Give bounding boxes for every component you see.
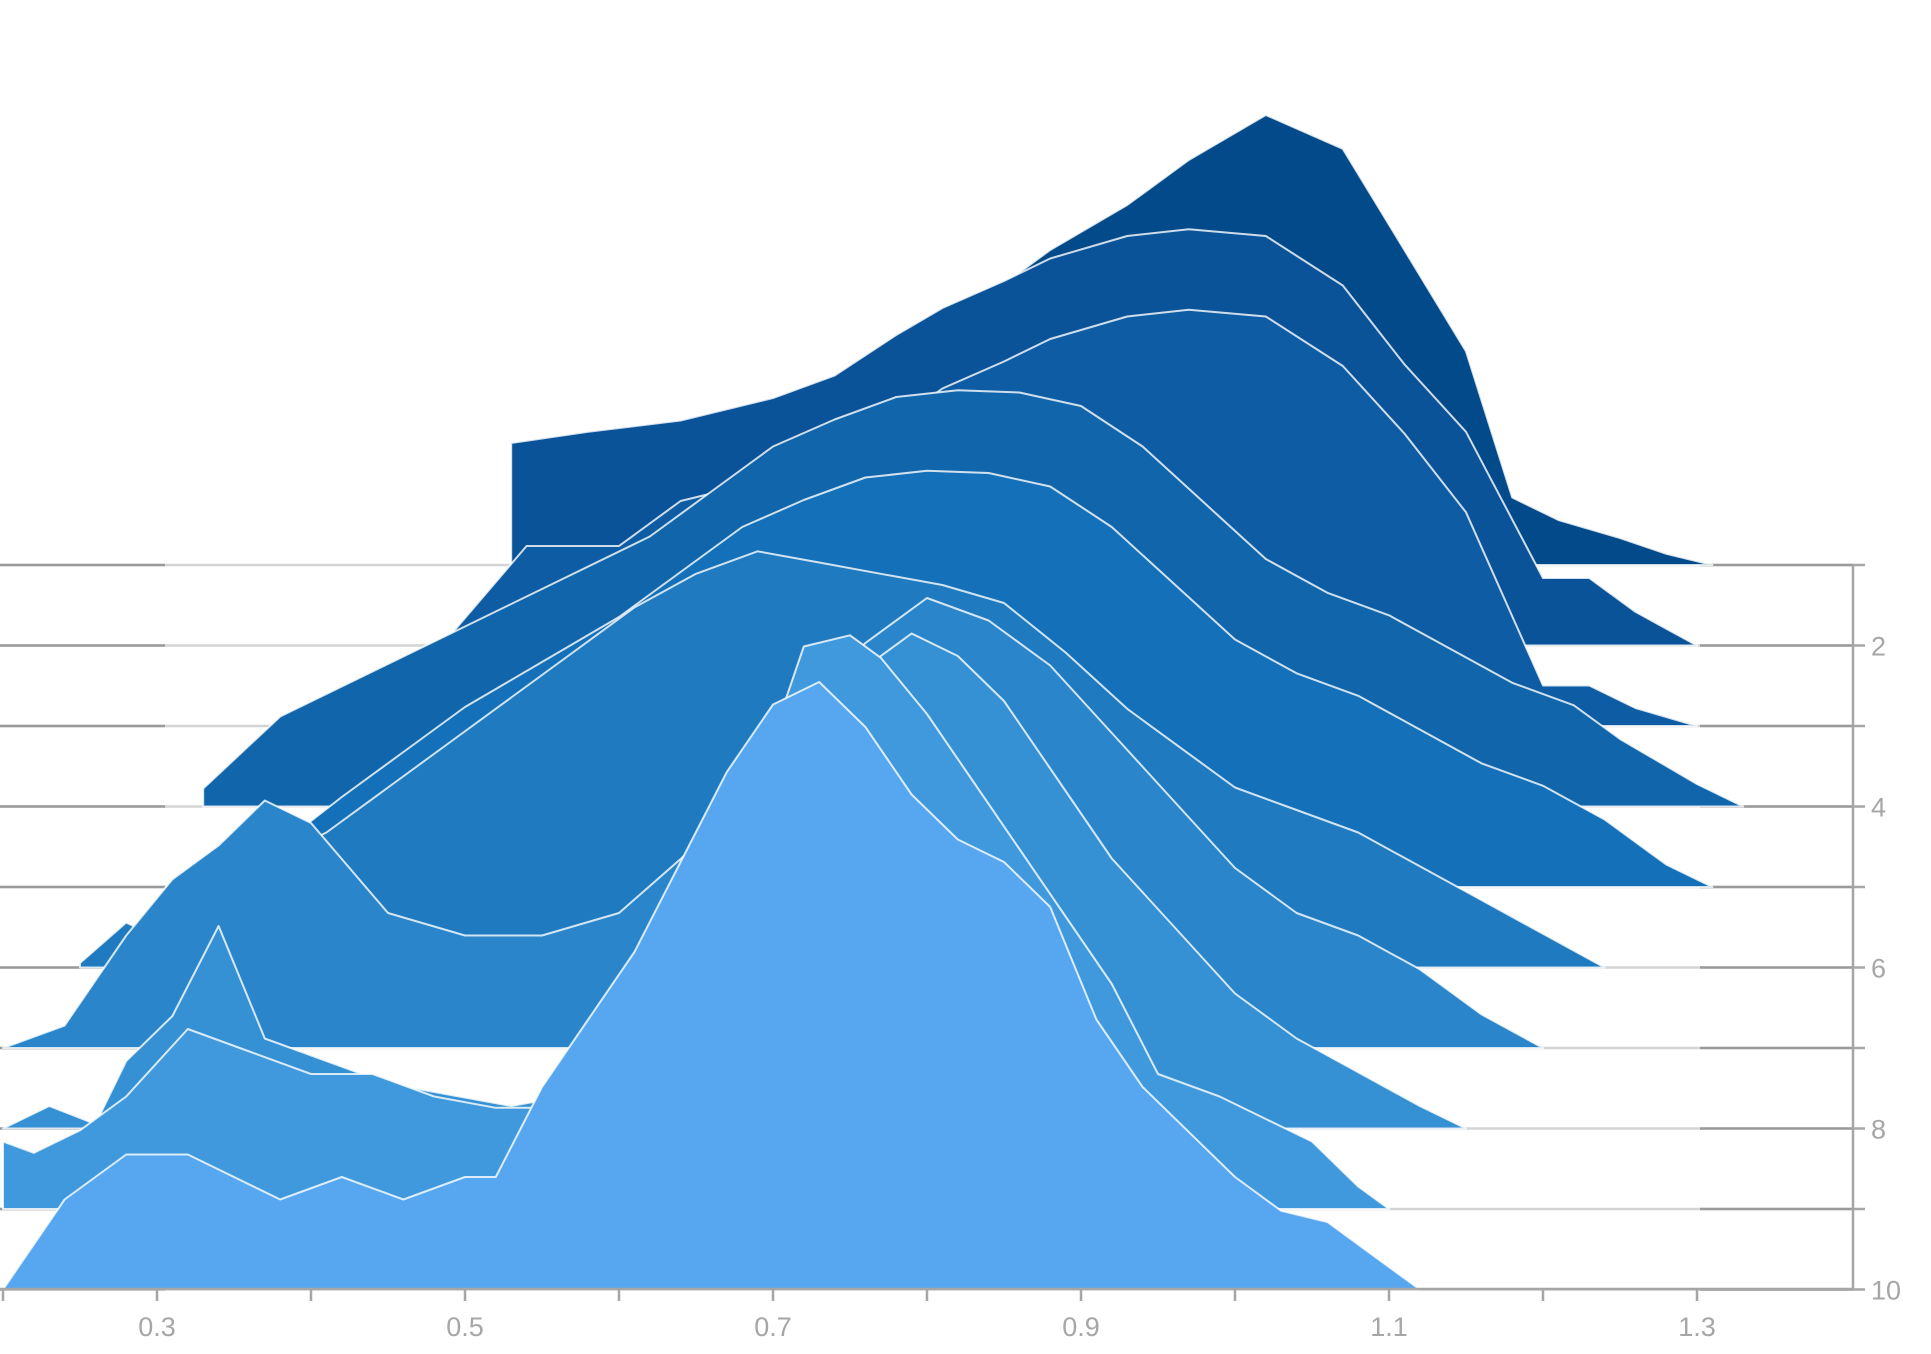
x-tick-label: 0.9 bbox=[1062, 1312, 1100, 1342]
ridge-areas bbox=[2, 114, 1745, 1291]
x-axis-ticks: 0.3 0.5 0.7 0.9 1.1 1.3 bbox=[1, 1289, 1716, 1342]
y-axis-ticks: 2 4 6 8 10 bbox=[1853, 563, 1901, 1306]
y-tick-label: 10 bbox=[1871, 1276, 1901, 1306]
x-tick-label: 0.5 bbox=[446, 1312, 484, 1342]
x-tick-label: 1.3 bbox=[1678, 1312, 1716, 1342]
x-tick-label: 0.3 bbox=[138, 1312, 176, 1342]
y-tick-label: 6 bbox=[1871, 954, 1886, 984]
y-tick-label: 4 bbox=[1871, 793, 1886, 823]
y-tick-label: 8 bbox=[1871, 1115, 1886, 1145]
ridge-row-10 bbox=[2, 681, 1421, 1291]
y-tick-label: 2 bbox=[1871, 632, 1886, 662]
x-tick-label: 0.7 bbox=[754, 1312, 792, 1342]
x-tick-label: 1.1 bbox=[1370, 1312, 1408, 1342]
